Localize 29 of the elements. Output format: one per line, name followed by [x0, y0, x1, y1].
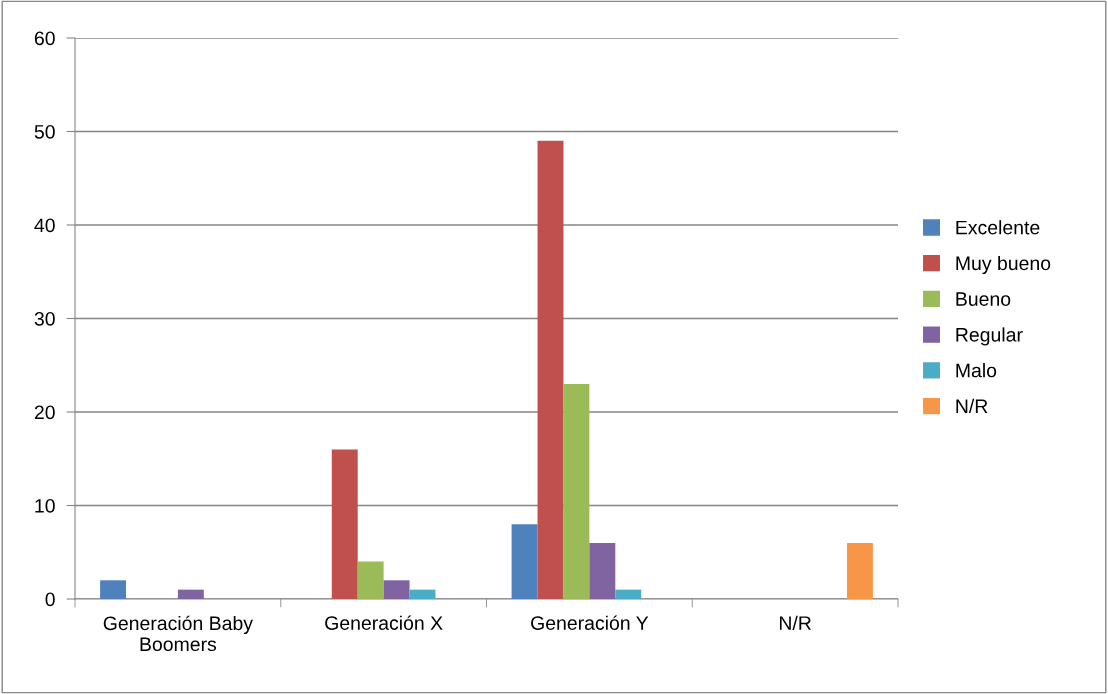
legend-label: Malo	[956, 363, 997, 378]
bar	[177, 589, 204, 599]
bar	[100, 580, 127, 599]
x-tick-label: N/R	[779, 615, 811, 630]
bar	[331, 449, 358, 599]
y-tick-label: 20	[34, 405, 55, 420]
y-tick-label: 30	[34, 311, 55, 326]
x-tick-label: Generación Y	[531, 615, 649, 630]
bar	[563, 383, 590, 599]
legend-label: Regular	[956, 327, 1023, 346]
legend-label: Muy bueno	[956, 255, 1051, 275]
y-tick-label: 10	[35, 498, 55, 513]
bar	[383, 580, 410, 599]
bar	[846, 542, 873, 599]
bar	[615, 589, 642, 599]
bar	[511, 524, 538, 599]
bar	[589, 542, 616, 599]
x-tick-label: Generación X	[325, 615, 443, 630]
legend-label: Bueno	[956, 292, 1011, 306]
y-tick-label: 60	[34, 31, 55, 46]
bar	[537, 140, 564, 599]
y-tick-label: 40	[34, 218, 55, 233]
legend-label: N/R	[956, 398, 988, 414]
bar	[409, 589, 436, 599]
y-tick-label: 0	[45, 592, 55, 607]
y-tick-label: 50	[34, 124, 55, 139]
bar	[357, 561, 384, 599]
x-tick-label: Generación Baby Boomers	[103, 615, 253, 652]
legend-label: Excelente	[956, 220, 1040, 235]
